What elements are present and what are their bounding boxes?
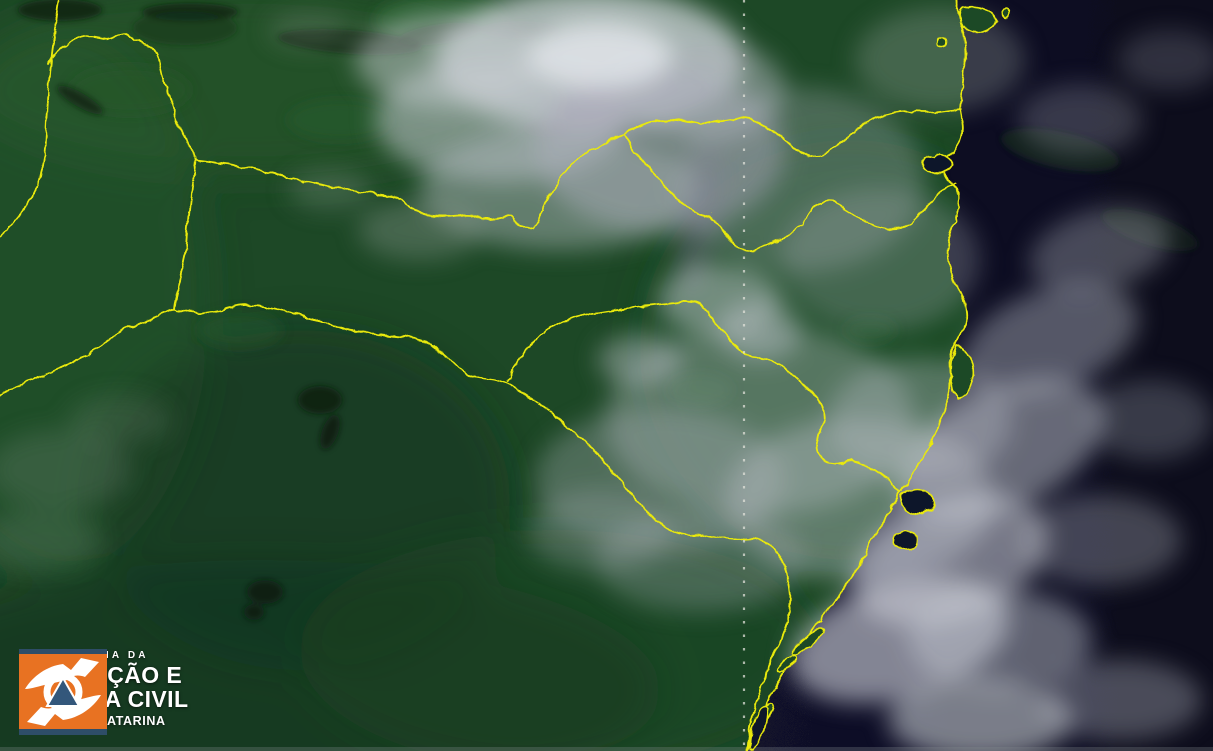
boundary-overlay xyxy=(0,0,1009,751)
coastline xyxy=(745,0,966,751)
border-west-north xyxy=(0,0,58,234)
bay-babitonga xyxy=(921,153,953,173)
border-south-west xyxy=(0,307,173,394)
lagoon-south xyxy=(747,705,767,749)
border-west-tip xyxy=(45,31,195,159)
coastal-sandbar xyxy=(789,626,823,654)
islet xyxy=(935,35,947,47)
civil-defense-triangle-emblem-icon xyxy=(19,649,107,735)
lagoon-santo-antonio xyxy=(891,528,917,550)
bottom-edge-strip xyxy=(0,747,1213,751)
border-inner-southeast xyxy=(505,300,900,492)
lagoon-imarui xyxy=(898,486,934,514)
island-north-coast xyxy=(957,4,996,33)
border-south-main xyxy=(171,302,790,751)
border-inner-northeast xyxy=(621,132,956,251)
border-west-south-leg xyxy=(171,157,195,309)
islands-and-lagoons xyxy=(747,4,1009,749)
coastal-sandbar xyxy=(774,653,796,671)
protecao-defesa-civil-logo: SECRETARIA DA PROTEÇÃO E DEFESA CIVIL DE… xyxy=(19,649,188,735)
islet xyxy=(999,8,1009,18)
island-florianopolis xyxy=(948,342,973,398)
border-north-main xyxy=(193,106,960,228)
